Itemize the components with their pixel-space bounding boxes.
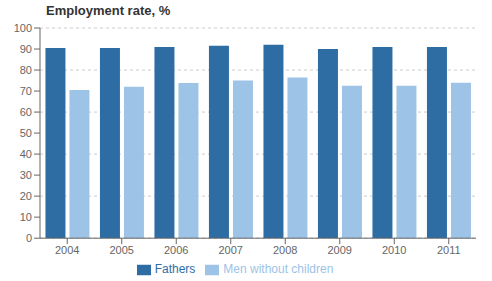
svg-text:2004: 2004 <box>55 244 79 256</box>
html-text:Men without children: Men without children <box>223 262 334 277</box>
svg-text:2007: 2007 <box>219 244 243 256</box>
svg-text:60: 60 <box>20 106 32 118</box>
svg-text:20: 20 <box>20 190 32 202</box>
html-text:Fathers: Fathers <box>154 262 196 277</box>
svg-text:50: 50 <box>20 127 32 139</box>
svg-text:2008: 2008 <box>273 244 297 256</box>
svg-text:30: 30 <box>20 169 32 181</box>
svg-text:80: 80 <box>20 64 32 76</box>
svg-text:2006: 2006 <box>164 244 188 256</box>
svg-text:90: 90 <box>20 43 32 55</box>
svg-text:2010: 2010 <box>382 244 406 256</box>
svg-text:40: 40 <box>20 148 32 160</box>
html-text:Employment rate, %: Employment rate, % <box>46 3 171 18</box>
svg-text:70: 70 <box>20 85 32 97</box>
svg-text:10: 10 <box>20 211 32 223</box>
svg-text:2005: 2005 <box>110 244 134 256</box>
svg-text:0: 0 <box>26 232 32 244</box>
svg-text:2009: 2009 <box>328 244 352 256</box>
svg-text:2011: 2011 <box>437 244 461 256</box>
svg-text:100: 100 <box>14 22 32 34</box>
